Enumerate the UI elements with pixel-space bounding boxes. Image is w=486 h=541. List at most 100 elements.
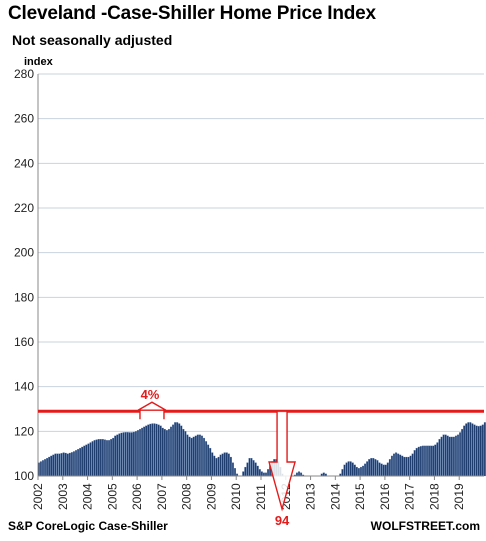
x-tick-label: 2006 [130,483,144,510]
bar [409,455,412,477]
bar [430,445,433,477]
bar [120,432,123,477]
bar [68,452,71,477]
bar [70,452,73,477]
bar [44,459,47,477]
x-tick-label: 2013 [304,483,318,510]
bar [376,460,379,477]
bar [190,437,193,477]
bar [209,447,212,477]
bar [126,432,129,477]
bar [465,423,468,477]
bar [413,450,416,477]
x-tick-label: 2002 [31,483,45,510]
bar [194,435,197,477]
bar [351,462,354,477]
bar [434,444,437,477]
bar [267,469,270,477]
bar [223,452,226,477]
bar [141,427,144,477]
bar [442,434,445,477]
bar [151,423,154,477]
bar [423,445,426,477]
bar [196,434,199,477]
bar [471,423,474,477]
y-tick-label: 280 [14,67,34,81]
x-tick-label: 2018 [427,483,441,510]
bar [362,465,365,477]
bar [198,434,201,477]
bar [399,454,402,477]
bar [161,427,164,477]
bar [75,450,78,477]
bar [295,472,298,477]
bar [411,453,414,477]
bar [108,440,111,477]
bar [112,437,115,477]
bar [231,462,234,477]
bar [106,440,108,477]
x-tick-label: 2004 [81,483,95,510]
bar [415,447,418,477]
bar [349,461,352,477]
y-tick-label: 240 [14,156,34,170]
bar [217,456,220,477]
bar [440,436,443,477]
x-tick-label: 2005 [105,483,119,510]
y-tick-label: 260 [14,112,34,126]
bar [215,458,218,477]
bar [347,461,350,477]
x-tick-label: 2007 [155,483,169,510]
bar [52,454,55,477]
x-tick-label: 2019 [452,483,466,510]
bar [417,446,420,477]
bar [54,453,57,477]
bar [225,452,228,477]
bar [374,459,377,477]
x-tick-label: 2017 [403,483,417,510]
bar [155,423,158,477]
bar [481,424,484,477]
bar [192,436,195,477]
bar [157,424,160,477]
bar [205,441,208,477]
bar [467,422,470,477]
axes [37,74,484,480]
x-tick-label: 2016 [378,483,392,510]
bar [368,459,371,477]
bar [149,423,152,477]
bar [213,455,216,477]
y-tick-label: 160 [14,335,34,349]
bar-series [37,418,486,477]
bar [221,453,224,477]
bar [203,437,206,477]
annotations: 4% 94 [38,387,484,528]
bar [448,436,451,477]
x-tick-label: 2010 [229,483,243,510]
bar [393,453,395,477]
bar [132,431,135,477]
bar [343,464,346,477]
bar [345,462,348,477]
bar [46,458,49,477]
bar [477,426,480,477]
bar [380,463,383,477]
bar [176,422,179,477]
bar [97,439,100,477]
bar [357,468,360,477]
bar [405,456,408,477]
bar [58,453,61,477]
bar [77,449,80,477]
bar [446,435,449,477]
bar [124,432,127,477]
bar [83,445,86,477]
bar [454,435,457,477]
bar [143,426,146,477]
y-axis-unit-label: index [24,56,53,68]
bar [72,451,75,477]
bar [167,428,170,477]
bar [262,472,265,477]
bar [254,462,257,477]
bar [114,435,117,477]
decrease-arrow [268,410,296,512]
